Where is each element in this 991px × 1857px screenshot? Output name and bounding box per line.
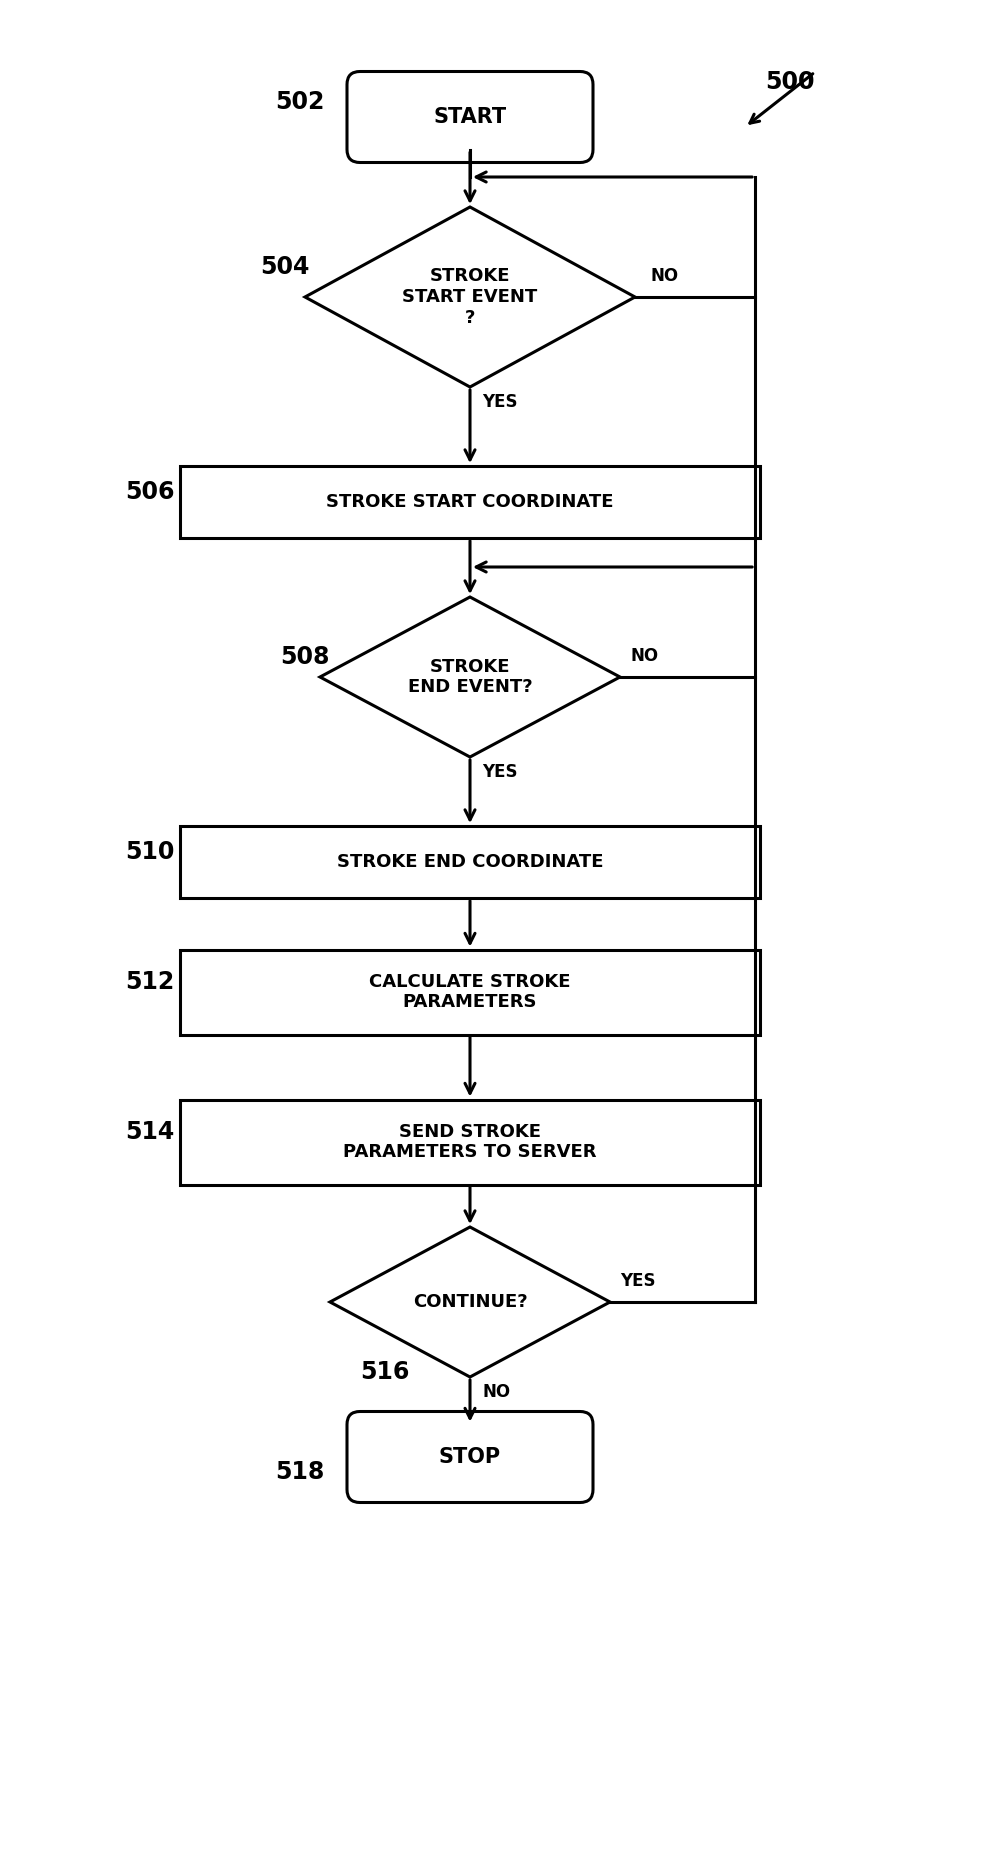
Text: 510: 510 <box>125 839 174 864</box>
Bar <box>180 466 760 539</box>
Text: NO: NO <box>650 267 678 284</box>
Text: YES: YES <box>482 394 517 410</box>
Bar <box>180 1099 760 1185</box>
Text: STROKE START COORDINATE: STROKE START COORDINATE <box>326 492 613 511</box>
Text: STROKE
END EVENT?: STROKE END EVENT? <box>407 657 532 696</box>
Bar <box>180 826 760 899</box>
Text: 500: 500 <box>765 71 815 95</box>
Text: YES: YES <box>620 1272 655 1291</box>
Text: 504: 504 <box>261 254 309 279</box>
Text: 516: 516 <box>361 1359 409 1383</box>
Polygon shape <box>320 596 620 758</box>
Text: STROKE
START EVENT
?: STROKE START EVENT ? <box>402 267 538 327</box>
Text: CONTINUE?: CONTINUE? <box>412 1292 527 1311</box>
Text: YES: YES <box>482 763 517 782</box>
FancyBboxPatch shape <box>347 1411 593 1502</box>
Text: CALCULATE STROKE
PARAMETERS: CALCULATE STROKE PARAMETERS <box>370 973 571 1012</box>
FancyBboxPatch shape <box>347 72 593 163</box>
Text: 518: 518 <box>275 1460 325 1484</box>
Text: NO: NO <box>630 646 658 665</box>
Text: 506: 506 <box>125 479 174 503</box>
Text: 502: 502 <box>275 89 325 113</box>
Text: STROKE END COORDINATE: STROKE END COORDINATE <box>337 852 604 871</box>
Text: 514: 514 <box>126 1120 174 1144</box>
Text: SEND STROKE
PARAMETERS TO SERVER: SEND STROKE PARAMETERS TO SERVER <box>343 1123 597 1161</box>
Text: STOP: STOP <box>439 1447 501 1467</box>
Polygon shape <box>305 206 635 386</box>
Text: 508: 508 <box>280 644 330 669</box>
Text: 512: 512 <box>126 969 174 993</box>
Bar <box>180 949 760 1034</box>
Text: NO: NO <box>482 1383 510 1400</box>
Text: START: START <box>433 108 506 126</box>
Polygon shape <box>330 1227 610 1378</box>
